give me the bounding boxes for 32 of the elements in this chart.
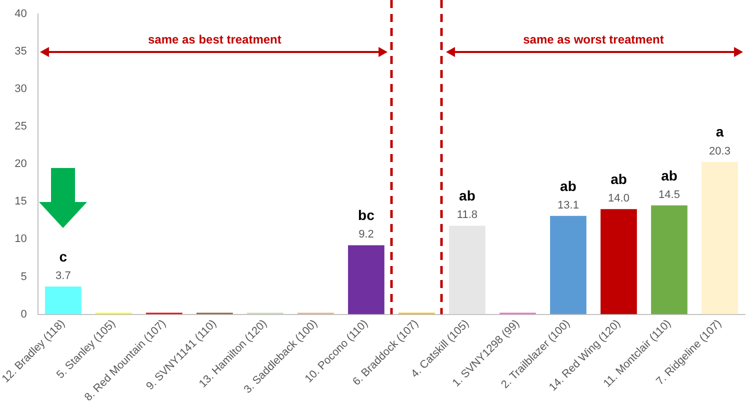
bar (348, 245, 384, 314)
annotation: ab (661, 167, 678, 184)
data-label: 11.8 (456, 209, 478, 222)
y-tick-label: 10 (14, 233, 27, 246)
y-tick-label: 25 (14, 120, 27, 133)
data-label: 14.0 (608, 192, 630, 205)
y-tick-label: 15 (14, 196, 27, 208)
annotation: bc (358, 207, 375, 224)
y-tick-label: 5 (20, 270, 27, 283)
y-tick-label: 20 (14, 158, 27, 170)
bar (44, 286, 82, 314)
bar (702, 162, 738, 314)
data-label: 14.5 (658, 188, 680, 201)
bar (550, 216, 586, 314)
annotation: ab (560, 178, 576, 194)
annotation: c (59, 248, 68, 264)
data-label: 3.7 (56, 270, 71, 282)
annotation: a (716, 124, 724, 140)
bar (600, 209, 637, 314)
annotation: ab (459, 188, 476, 204)
bar (449, 226, 486, 314)
data-label: 9.2 (358, 228, 374, 241)
annotation: same as best treatment (148, 32, 282, 46)
bar (651, 205, 688, 314)
data-label: 20.3 (709, 145, 730, 158)
y-tick-label: 40 (14, 8, 27, 20)
y-tick-label: 0 (20, 308, 27, 320)
y-tick-label: 35 (14, 46, 27, 58)
annotation: same as worst treatment (523, 32, 664, 46)
data-label: 13.1 (558, 199, 579, 212)
annotation: ab (610, 171, 627, 188)
y-tick-label: 30 (14, 83, 27, 96)
